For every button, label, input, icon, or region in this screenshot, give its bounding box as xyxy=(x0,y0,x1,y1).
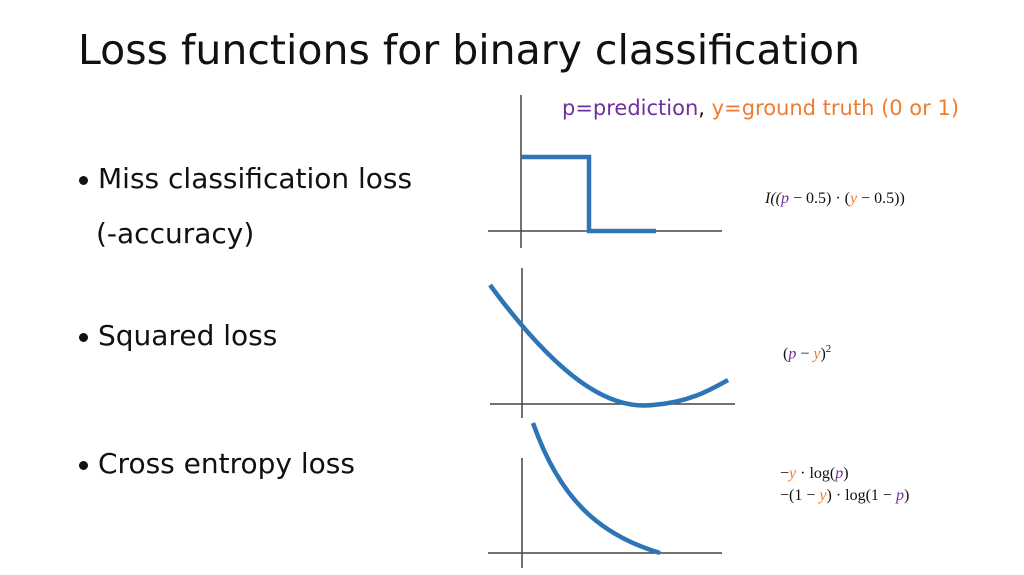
title: Loss functions for binary classification xyxy=(78,26,861,74)
parabola-curve xyxy=(488,283,730,408)
formula-part: y xyxy=(789,465,797,482)
formula-part: p xyxy=(780,190,789,207)
formula-part: y xyxy=(850,190,858,207)
bullet-dot xyxy=(79,461,88,470)
formula-part: y xyxy=(813,345,821,363)
formula: (p − y)2 xyxy=(783,338,831,365)
formula: I((p − 0.5) · (y − 0.5)) xyxy=(765,188,905,210)
formula-part: − 0.5)) xyxy=(857,190,905,207)
formula-part: p xyxy=(835,465,844,482)
legend: p=prediction, y=ground truth (0 or 1) xyxy=(562,96,959,120)
formula-exponent: 2 xyxy=(825,343,832,355)
bullet-text: Cross entropy loss xyxy=(98,447,355,480)
formula-line: −(1 − y) · log(1 − p) xyxy=(780,485,909,507)
formula-part: ) xyxy=(903,487,910,504)
formula-part: ) xyxy=(843,465,849,482)
formula-part: − xyxy=(780,465,790,482)
log-curve xyxy=(530,422,661,556)
formula-part: p xyxy=(895,487,904,504)
formula-part: ( xyxy=(783,345,789,363)
formula-line: −y · log(p) xyxy=(780,463,909,485)
bullet-dot xyxy=(79,176,88,185)
formula-line: I((p − 0.5) · (y − 0.5)) xyxy=(765,188,905,210)
formula-line: (p − y)2 xyxy=(783,338,831,365)
formula-part: p xyxy=(788,345,797,363)
step-curve xyxy=(521,154,656,234)
legend-item: y=ground truth (0 or 1) xyxy=(711,96,960,120)
formula-part: I(( xyxy=(765,190,781,207)
formula: −y · log(p) −(1 − y) · log(1 − p) xyxy=(780,463,909,507)
bullet-dot xyxy=(79,333,88,342)
formula-part: ) · log(1 − xyxy=(826,487,896,504)
bullet-text: (-accuracy) xyxy=(96,217,255,250)
bullet-text: Squared loss xyxy=(98,319,278,352)
formula-part: − 0.5) · ( xyxy=(788,190,850,207)
bullet-text: Miss classification loss xyxy=(98,162,413,195)
formula-part: ) xyxy=(820,345,826,363)
legend-item: p=prediction xyxy=(562,96,699,120)
formula-part: − xyxy=(796,345,814,363)
formula-part: · log( xyxy=(796,465,836,482)
legend-separator: , xyxy=(698,96,705,120)
formula-part: −(1 − xyxy=(780,487,820,504)
formula-part: y xyxy=(819,487,827,504)
